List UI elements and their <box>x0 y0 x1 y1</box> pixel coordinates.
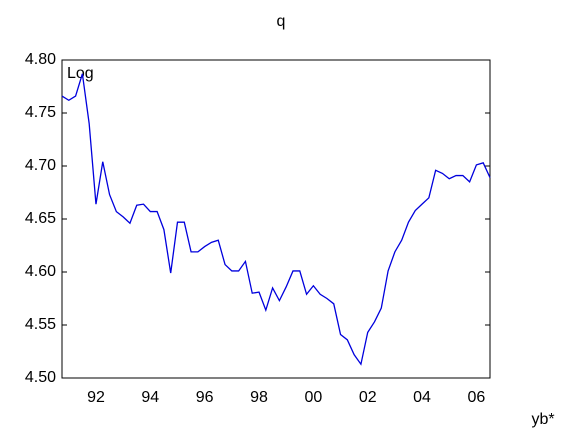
y-tick-label: 4.65 <box>25 210 56 227</box>
x-tick-label: 04 <box>413 389 431 406</box>
x-tick-label: 98 <box>250 389 268 406</box>
y-tick-label: 4.55 <box>25 316 56 333</box>
x-tick-label: 96 <box>196 389 214 406</box>
chart-title: q <box>277 13 286 30</box>
y-tick-label: 4.80 <box>25 51 56 68</box>
x-tick-label: 92 <box>87 389 105 406</box>
y-tick-label: 4.60 <box>25 263 56 280</box>
y-tick-label: 4.75 <box>25 104 56 121</box>
x-axis-label: yb* <box>531 411 554 428</box>
x-tick-label: 94 <box>141 389 159 406</box>
x-tick-label: 02 <box>359 389 377 406</box>
y-tick-label: 4.70 <box>25 157 56 174</box>
x-tick-label: 00 <box>304 389 322 406</box>
data-line <box>61 73 491 366</box>
annotation: Log <box>67 65 94 82</box>
x-tick-label: 06 <box>468 389 486 406</box>
y-tick-label: 4.50 <box>25 369 56 386</box>
